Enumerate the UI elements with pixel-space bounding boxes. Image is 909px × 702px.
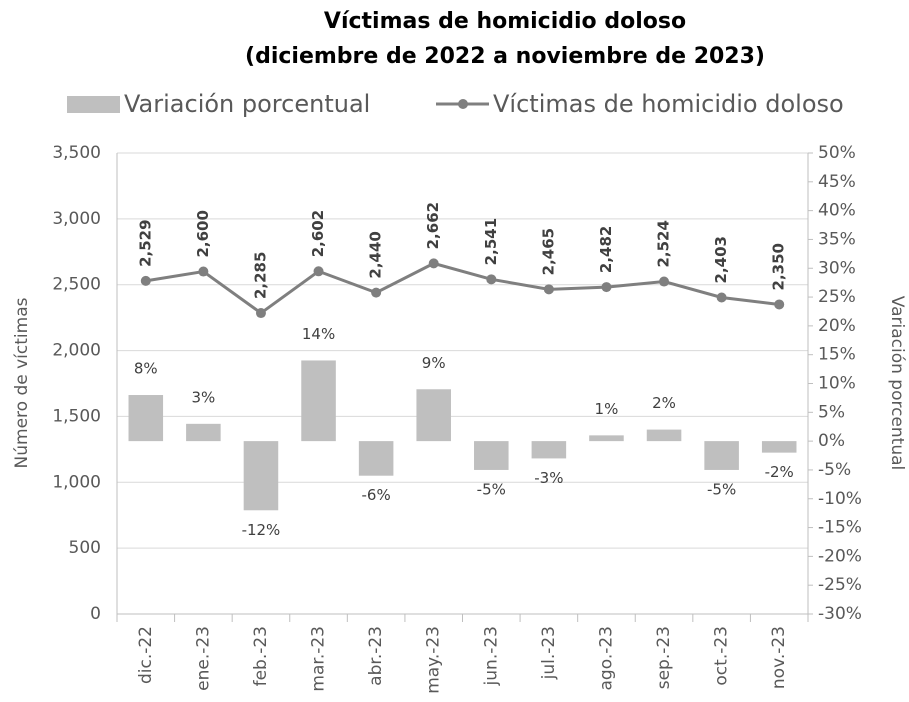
x-tick-label: abr.-23 — [366, 626, 386, 686]
y2-tick-label: 0% — [818, 431, 845, 451]
y2-tick-label: -5% — [818, 460, 851, 480]
y2-tick-label: -25% — [818, 575, 862, 595]
marker — [140, 275, 151, 286]
marker — [774, 299, 785, 310]
marker — [313, 266, 324, 277]
bar-label: -5% — [477, 480, 506, 498]
line-label: 2,602 — [309, 210, 327, 257]
bar-label: 2% — [652, 394, 676, 412]
line-label: 2,465 — [539, 228, 557, 275]
marker — [255, 308, 266, 319]
y-tick-label: 0 — [90, 604, 101, 624]
bar-label: -2% — [765, 463, 794, 481]
y2-tick-label: -20% — [818, 546, 862, 566]
marker — [486, 274, 497, 285]
line-label: 2,350 — [770, 243, 788, 290]
y2-tick-label: 35% — [818, 229, 856, 249]
line-label: 2,285 — [251, 252, 269, 299]
legend-marker — [458, 99, 468, 109]
marker — [543, 284, 554, 295]
x-tick-label: jun.-23 — [481, 626, 501, 686]
y-tick-label: 2,000 — [52, 341, 101, 361]
marker — [198, 266, 209, 277]
line-label: 2,482 — [597, 226, 615, 273]
y2-tick-label: -30% — [818, 604, 862, 624]
y-axis-label: Número de víctimas — [12, 297, 32, 468]
bar — [646, 429, 682, 442]
bar — [243, 441, 279, 511]
y2-tick-label: 10% — [818, 374, 856, 394]
y-tick-label: 3,500 — [52, 143, 101, 163]
x-tick-label: sep.-23 — [654, 626, 674, 689]
y2-tick-label: 20% — [818, 316, 856, 336]
chart-title: Víctimas de homicidio doloso — [324, 9, 686, 34]
bar — [531, 441, 567, 459]
y2-tick-label: 5% — [818, 402, 845, 422]
chart-subtitle: (diciembre de 2022 a noviembre de 2023) — [245, 44, 765, 69]
x-tick-label: ene.-23 — [193, 626, 213, 691]
bar — [416, 389, 451, 442]
x-tick-label: mar.-23 — [309, 626, 329, 692]
bar — [186, 423, 221, 442]
bar — [589, 435, 624, 442]
y-tick-label: 2,500 — [52, 275, 101, 295]
bar-label: 1% — [595, 400, 619, 418]
line-label: 2,440 — [367, 231, 385, 278]
bar-label: -6% — [362, 486, 391, 504]
y2-tick-label: 30% — [818, 258, 856, 278]
y2-axis-label: Variación porcentual — [887, 296, 907, 470]
y2-tick-label: 25% — [818, 287, 856, 307]
marker — [428, 258, 439, 269]
y2-tick-label: -10% — [818, 489, 862, 509]
x-tick-label: ago.-23 — [596, 626, 616, 690]
bar-label: -3% — [534, 469, 563, 487]
legend-label: Víctimas de homicidio doloso — [493, 90, 844, 118]
y2-tick-label: -15% — [818, 518, 862, 538]
x-tick-label: dic.-22 — [136, 626, 156, 684]
bar — [358, 441, 394, 476]
x-tick-label: oct.-23 — [712, 626, 732, 686]
bar — [474, 441, 509, 470]
y2-tick-label: 40% — [818, 201, 856, 221]
line-label: 2,600 — [194, 210, 212, 257]
marker — [716, 292, 727, 303]
line-label: 2,541 — [482, 218, 500, 265]
y-tick-label: 500 — [69, 538, 101, 558]
bar-label: -12% — [242, 521, 281, 539]
y2-tick-label: 45% — [818, 172, 856, 192]
bar — [301, 360, 336, 442]
marker — [601, 282, 612, 293]
bar — [761, 441, 797, 453]
x-tick-label: feb.-23 — [251, 626, 271, 686]
y2-tick-label: 50% — [818, 143, 856, 163]
bar — [704, 441, 739, 470]
y-tick-label: 3,000 — [52, 209, 101, 229]
legend-swatch — [67, 96, 120, 113]
y2-tick-label: 15% — [818, 345, 856, 365]
bar-label: 9% — [422, 354, 446, 372]
bar-label: 3% — [191, 388, 215, 406]
line — [145, 261, 780, 315]
line-label: 2,529 — [136, 219, 154, 266]
line-label: 2,524 — [655, 220, 673, 267]
line-label: 2,662 — [424, 202, 442, 249]
bar — [128, 395, 164, 442]
y-tick-label: 1,000 — [52, 472, 101, 492]
line-label: 2,403 — [712, 236, 730, 283]
x-tick-label: may.-23 — [424, 626, 444, 694]
legend-label: Variación porcentual — [124, 90, 370, 118]
marker — [371, 287, 382, 298]
x-tick-label: nov.-23 — [769, 626, 789, 689]
marker — [659, 276, 670, 287]
y-tick-label: 1,500 — [52, 406, 101, 426]
bar-label: -5% — [707, 480, 736, 498]
bar-label: 14% — [302, 325, 335, 343]
x-tick-label: jul.-23 — [539, 626, 559, 680]
bar-label: 8% — [134, 360, 158, 378]
